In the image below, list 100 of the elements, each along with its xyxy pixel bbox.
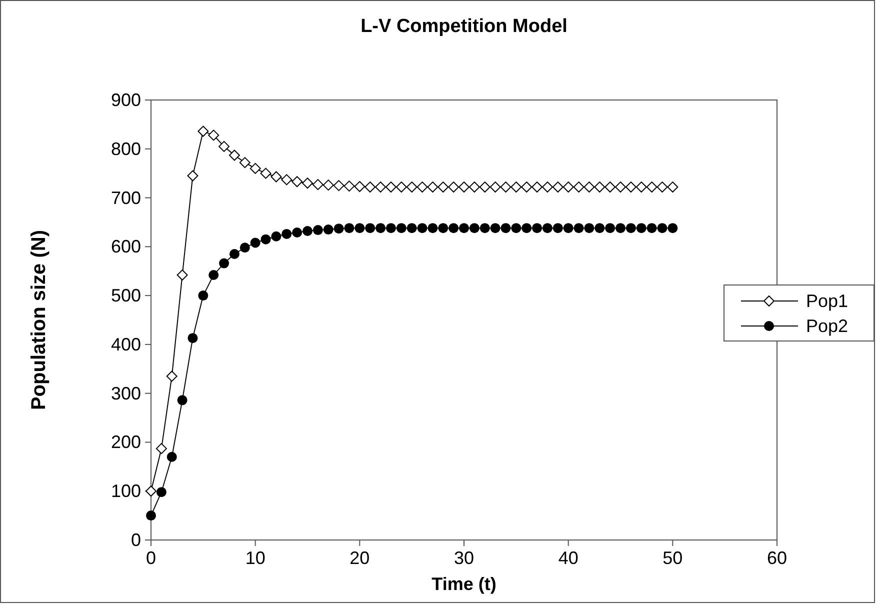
- point: [552, 223, 563, 234]
- y-tick-label: 300: [110, 383, 141, 404]
- point: [228, 150, 240, 161]
- point: [177, 395, 188, 406]
- point: [250, 238, 260, 248]
- y-tick-label: 500: [110, 286, 141, 306]
- point: [625, 182, 636, 193]
- point: [385, 182, 396, 193]
- point: [176, 270, 188, 281]
- point: [573, 182, 584, 193]
- point: [312, 225, 323, 236]
- y-tick-label: 200: [110, 432, 141, 452]
- point: [239, 157, 250, 168]
- point: [416, 182, 428, 193]
- point: [500, 182, 512, 193]
- point: [344, 223, 354, 234]
- x-axis-title: Time (t): [432, 574, 496, 594]
- point: [604, 182, 616, 193]
- point: [448, 182, 460, 193]
- point: [302, 178, 313, 189]
- point: [417, 223, 428, 234]
- x-tick-label: 60: [766, 548, 788, 568]
- legend-label: Pop1: [806, 291, 848, 311]
- point: [500, 223, 511, 234]
- y-tick-label: 800: [110, 138, 141, 159]
- point: [292, 176, 303, 188]
- y-tick-label: 400: [110, 334, 141, 354]
- point: [323, 224, 334, 235]
- point: [574, 223, 584, 234]
- point: [198, 290, 208, 301]
- point: [312, 179, 324, 190]
- point: [490, 182, 501, 193]
- point: [188, 333, 198, 344]
- point: [219, 258, 230, 268]
- point: [187, 170, 198, 182]
- point: [365, 223, 376, 234]
- point: [656, 182, 668, 193]
- point: [532, 182, 543, 193]
- point: [636, 182, 647, 193]
- point: [657, 223, 668, 234]
- point: [156, 443, 167, 454]
- point: [166, 370, 178, 382]
- x-tick-label: 50: [662, 548, 683, 568]
- point: [646, 223, 657, 234]
- point: [616, 223, 626, 234]
- point: [511, 223, 522, 234]
- point: [156, 487, 166, 498]
- point: [333, 180, 344, 192]
- point: [396, 223, 406, 234]
- point: [302, 226, 312, 236]
- point: [240, 242, 250, 253]
- point: [406, 223, 417, 234]
- point: [584, 182, 595, 193]
- point: [615, 182, 626, 193]
- point: [479, 182, 490, 193]
- x-tick-label: 40: [558, 548, 578, 568]
- y-tick-label: 0: [130, 530, 141, 550]
- point: [250, 162, 261, 174]
- point: [270, 171, 282, 182]
- y-tick-label: 900: [110, 90, 141, 110]
- point: [542, 223, 552, 234]
- point: [281, 174, 292, 186]
- point: [522, 223, 532, 234]
- point: [406, 182, 418, 193]
- point: [667, 182, 678, 193]
- point: [636, 223, 646, 234]
- y-tick-label: 700: [110, 188, 141, 208]
- point: [292, 227, 302, 238]
- x-tick-label: 0: [146, 548, 156, 568]
- point: [594, 223, 605, 234]
- point: [354, 223, 365, 234]
- point: [542, 182, 553, 193]
- point: [468, 182, 480, 193]
- point: [344, 180, 355, 192]
- point: [260, 234, 271, 244]
- point: [218, 140, 230, 152]
- x-tick-label: 20: [350, 548, 370, 568]
- point: [480, 223, 490, 234]
- point: [375, 182, 386, 193]
- point: [668, 223, 678, 234]
- y-tick-label: 600: [110, 236, 141, 257]
- point: [386, 223, 396, 234]
- point: [282, 228, 292, 239]
- chart-title: L-V Competition Model: [360, 16, 568, 37]
- point: [563, 223, 574, 234]
- x-tick-label: 30: [454, 548, 474, 568]
- point: [198, 126, 209, 137]
- point: [458, 182, 470, 193]
- point: [428, 223, 438, 234]
- point: [562, 182, 574, 193]
- point: [322, 180, 334, 191]
- point: [438, 223, 448, 234]
- y-tick-label: 100: [110, 481, 141, 502]
- point: [469, 223, 480, 234]
- point: [260, 168, 272, 179]
- point: [521, 182, 532, 193]
- point: [646, 182, 658, 193]
- point: [208, 270, 219, 280]
- point: [626, 223, 636, 234]
- point: [334, 224, 344, 234]
